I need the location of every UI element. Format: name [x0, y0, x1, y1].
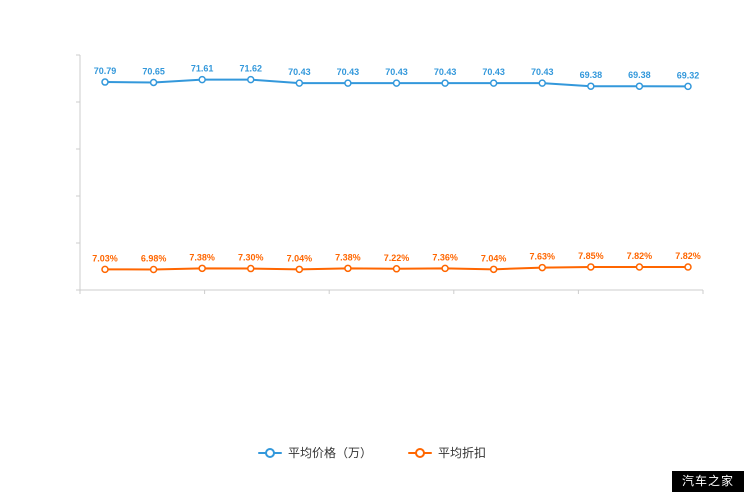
svg-text:7.63%: 7.63%: [529, 252, 555, 262]
blue-line-legend-icon: [257, 447, 282, 458]
orange-line-legend-icon: [408, 447, 432, 458]
legend-label-average-discount: 平均折扣: [438, 446, 487, 460]
legend-item-average-price[interactable]: 平均价格（万）: [257, 444, 372, 461]
autohome-watermark: 汽车之家: [671, 471, 744, 492]
svg-text:70.43: 70.43: [434, 67, 457, 77]
svg-text:70.65: 70.65: [142, 66, 165, 76]
legend-item-average-discount[interactable]: 平均折扣: [408, 444, 486, 461]
chart-area: 70.79 70.65 71.61 71.62 70.43 70.43 70.43 70.43…: [76, 54, 704, 294]
svg-text:7.82%: 7.82%: [675, 251, 701, 261]
svg-text:7.82%: 7.82%: [627, 251, 653, 261]
svg-text:69.38: 69.38: [580, 70, 603, 80]
svg-text:70.43: 70.43: [531, 67, 554, 77]
chart-legend: 平均价格（万） 平均折扣: [0, 444, 744, 461]
svg-text:7.85%: 7.85%: [578, 251, 604, 261]
svg-text:7.04%: 7.04%: [287, 253, 313, 263]
svg-text:7.03%: 7.03%: [92, 253, 118, 263]
svg-text:7.38%: 7.38%: [335, 252, 361, 262]
svg-text:7.22%: 7.22%: [384, 253, 410, 263]
svg-text:7.30%: 7.30%: [238, 253, 264, 263]
svg-text:6.98%: 6.98%: [141, 253, 167, 263]
svg-text:7.36%: 7.36%: [432, 252, 458, 262]
svg-text:69.32: 69.32: [677, 70, 700, 80]
svg-text:7.38%: 7.38%: [189, 252, 215, 262]
svg-text:71.61: 71.61: [191, 64, 214, 74]
svg-text:70.43: 70.43: [482, 67, 505, 77]
legend-dot: [264, 447, 275, 458]
svg-text:69.38: 69.38: [628, 70, 651, 80]
svg-text:7.04%: 7.04%: [481, 253, 507, 263]
svg-text:70.43: 70.43: [288, 67, 311, 77]
svg-text:70.43: 70.43: [337, 67, 360, 77]
svg-text:71.62: 71.62: [239, 64, 262, 74]
line-chart: 70.79 70.65 71.61 71.62 70.43 70.43 70.43 70.43…: [76, 54, 704, 294]
svg-text:70.79: 70.79: [94, 66, 117, 76]
legend-label-average-price: 平均价格（万）: [287, 446, 372, 460]
legend-dot: [415, 447, 425, 458]
svg-text:70.43: 70.43: [385, 67, 408, 77]
